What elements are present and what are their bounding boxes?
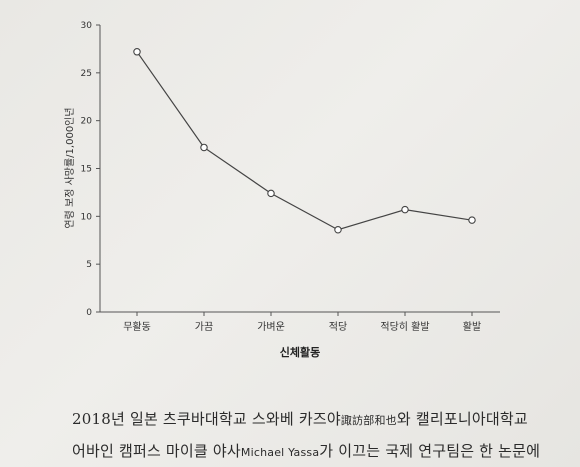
x-tick-label: 적당히 활발 (380, 320, 429, 333)
y-axis-ticks: 0 5 10 15 20 25 30 (81, 21, 100, 318)
x-tick-label: 무활동 (123, 320, 151, 333)
data-point (468, 216, 476, 224)
y-tick-label: 5 (86, 260, 92, 270)
data-point (200, 143, 208, 152)
x-tick-label: 활발 (463, 320, 481, 333)
data-points (133, 48, 476, 234)
body-text-line-2: 어바인 캠퍼스 마이클 야사Michael Yassa가 이끄는 국제 연구팀은… (72, 440, 540, 461)
y-tick-label: 10 (81, 212, 93, 222)
x-axis-ticks: 무활동 가끔 가벼운 적당 적당히 활발 활발 (123, 312, 481, 333)
y-tick-label: 0 (86, 308, 92, 318)
body-text-segment: 2018년 일본 츠쿠바대학교 스와베 카즈야 (72, 410, 341, 428)
x-tick-label: 가벼운 (257, 321, 285, 333)
y-tick-label: 25 (81, 69, 92, 79)
x-tick-label: 가끔 (195, 321, 213, 333)
body-text-segment: 어바인 캠퍼스 마이클 야사 (72, 442, 241, 460)
chart-axes (99, 25, 500, 313)
body-text-latin-name: Michael Yassa (240, 446, 320, 459)
y-tick-label: 15 (81, 165, 92, 175)
body-text-line-1: 2018년 일본 츠쿠바대학교 스와베 카즈야諏訪部和也와 캘리포니아대학교 (72, 408, 528, 429)
data-point (267, 189, 275, 198)
body-text-segment: 와 캘리포니아대학교 (396, 410, 528, 428)
x-axis-label: 신체활동 (280, 345, 320, 359)
data-point (133, 48, 141, 56)
data-point (401, 205, 409, 214)
body-text-segment: 가 이끄는 국제 연구팀은 한 논문에 (319, 442, 541, 460)
body-text-hanja: 諏訪部和也 (340, 414, 397, 427)
data-point (334, 225, 342, 234)
line-chart: 0 5 10 15 20 25 30 무활동 가끔 가벼운 적당 적당히 활발 활발 연령 보정 사망… (64, 21, 500, 359)
y-tick-label: 30 (81, 21, 93, 31)
y-axis-label: 연령 보정 사망률/1,000인년 (64, 107, 76, 228)
series-line (136, 51, 473, 231)
x-tick-label: 적당 (329, 321, 347, 333)
y-tick-label: 20 (81, 117, 93, 127)
